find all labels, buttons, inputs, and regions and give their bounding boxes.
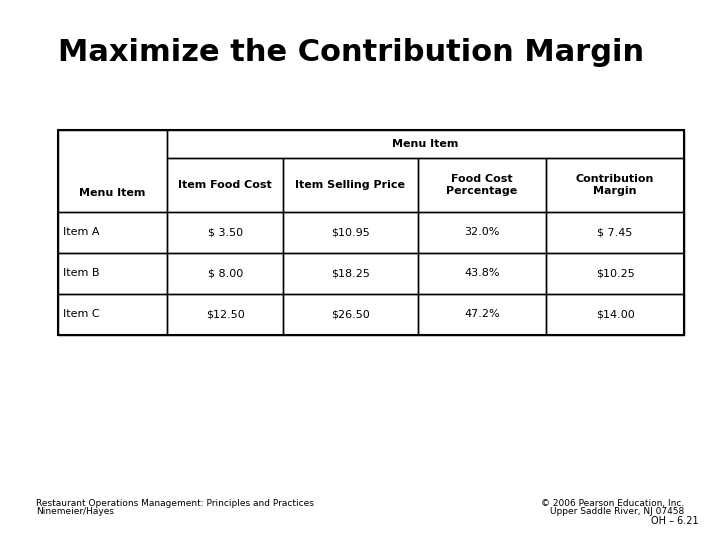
Text: Contribution
Margin: Contribution Margin [576, 174, 654, 196]
Text: $18.25: $18.25 [331, 268, 370, 278]
Text: Restaurant Operations Management: Principles and Practices: Restaurant Operations Management: Princi… [36, 498, 314, 508]
Text: $26.50: $26.50 [331, 309, 370, 319]
Text: Ninemeier/Hayes: Ninemeier/Hayes [36, 507, 114, 516]
Text: Item Food Cost: Item Food Cost [179, 180, 272, 190]
Text: 32.0%: 32.0% [464, 227, 500, 237]
Text: 47.2%: 47.2% [464, 309, 500, 319]
Text: Menu Item: Menu Item [392, 139, 459, 149]
Text: 43.8%: 43.8% [464, 268, 500, 278]
Text: $10.95: $10.95 [331, 227, 370, 237]
Text: © 2006 Pearson Education, Inc.: © 2006 Pearson Education, Inc. [541, 498, 684, 508]
Text: OH – 6.21: OH – 6.21 [651, 516, 698, 526]
Text: $14.00: $14.00 [595, 309, 634, 319]
Text: Menu Item: Menu Item [79, 188, 145, 198]
Text: $ 7.45: $ 7.45 [598, 227, 633, 237]
Text: $10.25: $10.25 [595, 268, 634, 278]
Text: Item C: Item C [63, 309, 100, 319]
Text: Item B: Item B [63, 268, 100, 278]
Text: Item A: Item A [63, 227, 100, 237]
Text: $ 3.50: $ 3.50 [207, 227, 243, 237]
Text: Maximize the Contribution Margin: Maximize the Contribution Margin [58, 38, 644, 67]
Text: Food Cost
Percentage: Food Cost Percentage [446, 174, 518, 196]
Text: Item Selling Price: Item Selling Price [295, 180, 405, 190]
Text: $ 8.00: $ 8.00 [207, 268, 243, 278]
Text: Upper Saddle River, NJ 07458: Upper Saddle River, NJ 07458 [550, 507, 684, 516]
Text: $12.50: $12.50 [206, 309, 245, 319]
